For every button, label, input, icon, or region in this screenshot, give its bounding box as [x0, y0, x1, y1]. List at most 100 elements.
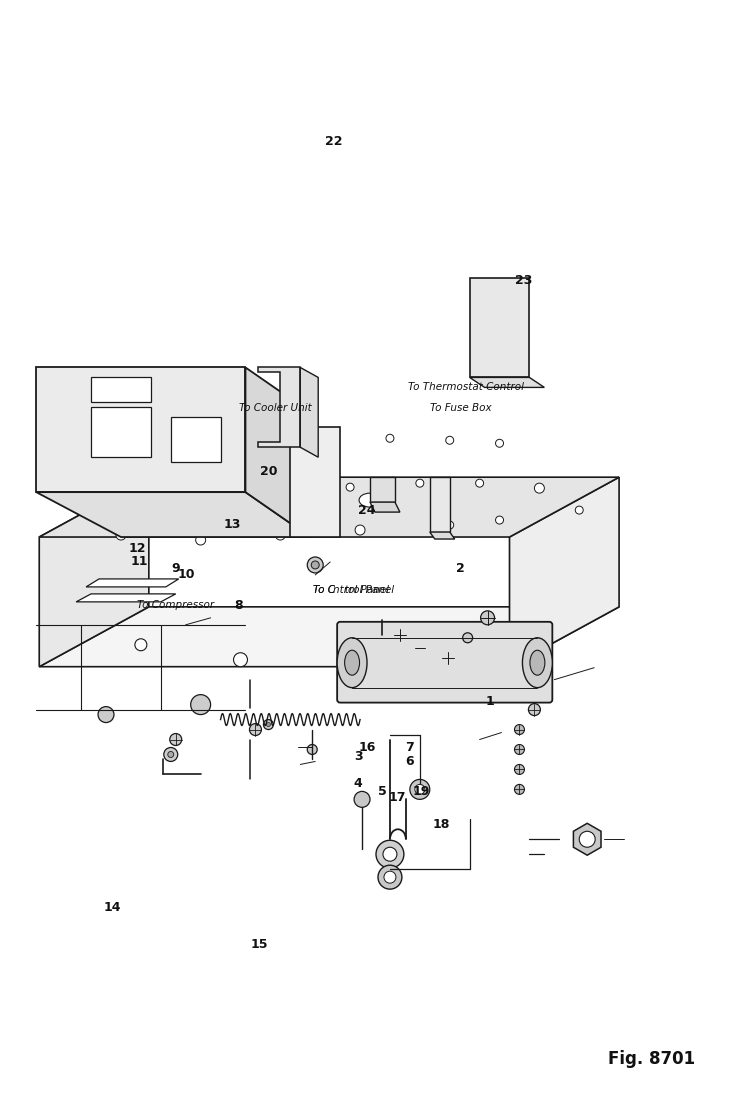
- Text: 12: 12: [128, 542, 146, 555]
- Circle shape: [443, 667, 452, 677]
- FancyBboxPatch shape: [337, 622, 552, 702]
- Circle shape: [354, 791, 370, 807]
- Text: 1: 1: [486, 695, 494, 709]
- Polygon shape: [36, 493, 310, 538]
- Text: 18: 18: [433, 817, 450, 830]
- Circle shape: [383, 847, 397, 861]
- Text: 3: 3: [354, 750, 363, 762]
- Circle shape: [346, 483, 354, 491]
- Ellipse shape: [345, 651, 360, 675]
- Circle shape: [446, 437, 454, 444]
- Circle shape: [168, 751, 174, 757]
- Circle shape: [246, 491, 255, 499]
- Text: 23: 23: [515, 274, 533, 287]
- Polygon shape: [39, 477, 149, 667]
- Text: To C: To C: [313, 585, 336, 595]
- Text: 15: 15: [250, 938, 267, 951]
- Text: Fig. 8701: Fig. 8701: [608, 1050, 695, 1068]
- Text: To Compressor: To Compressor: [137, 600, 214, 610]
- Text: To Fuse Box: To Fuse Box: [431, 404, 492, 414]
- Text: 19: 19: [412, 785, 429, 798]
- Polygon shape: [36, 367, 246, 493]
- Circle shape: [226, 451, 234, 460]
- Circle shape: [515, 784, 524, 794]
- Polygon shape: [91, 377, 151, 403]
- Polygon shape: [470, 377, 545, 387]
- Text: 9: 9: [171, 562, 180, 575]
- Polygon shape: [91, 407, 151, 457]
- Polygon shape: [370, 502, 400, 512]
- Polygon shape: [430, 532, 455, 539]
- Circle shape: [446, 669, 449, 674]
- Circle shape: [164, 747, 178, 761]
- Circle shape: [386, 434, 394, 442]
- Circle shape: [307, 745, 318, 755]
- Circle shape: [496, 439, 503, 448]
- Ellipse shape: [530, 651, 545, 675]
- Circle shape: [312, 561, 319, 569]
- Circle shape: [410, 779, 430, 800]
- Text: 7: 7: [405, 742, 414, 754]
- Polygon shape: [470, 278, 530, 377]
- Circle shape: [267, 723, 270, 726]
- Circle shape: [326, 434, 334, 442]
- Circle shape: [463, 633, 473, 643]
- Circle shape: [355, 525, 365, 535]
- Polygon shape: [430, 477, 449, 532]
- Polygon shape: [258, 367, 300, 448]
- Ellipse shape: [301, 499, 319, 511]
- Circle shape: [378, 866, 402, 890]
- Text: 17: 17: [388, 791, 406, 804]
- Polygon shape: [171, 417, 220, 462]
- Circle shape: [234, 653, 247, 667]
- Ellipse shape: [523, 637, 552, 688]
- Circle shape: [476, 479, 484, 487]
- Circle shape: [376, 840, 404, 868]
- Polygon shape: [509, 477, 619, 667]
- Polygon shape: [246, 367, 310, 538]
- Circle shape: [446, 521, 454, 529]
- Circle shape: [384, 871, 396, 883]
- Circle shape: [534, 483, 545, 494]
- Circle shape: [415, 643, 425, 653]
- Circle shape: [481, 611, 494, 625]
- Circle shape: [147, 501, 155, 509]
- Polygon shape: [39, 607, 619, 667]
- Circle shape: [496, 516, 503, 524]
- Circle shape: [378, 634, 386, 642]
- Text: 16: 16: [358, 742, 376, 754]
- Text: 20: 20: [260, 465, 277, 478]
- Circle shape: [135, 638, 147, 651]
- Circle shape: [415, 784, 425, 794]
- Circle shape: [515, 745, 524, 755]
- Text: To Thermostat Control: To Thermostat Control: [408, 382, 524, 392]
- Polygon shape: [291, 428, 340, 538]
- Ellipse shape: [359, 494, 381, 507]
- Text: 4: 4: [354, 778, 363, 790]
- Text: 6: 6: [405, 756, 414, 768]
- Polygon shape: [574, 824, 601, 856]
- Circle shape: [195, 535, 206, 545]
- Circle shape: [191, 694, 210, 714]
- Text: 11: 11: [130, 555, 148, 568]
- Circle shape: [276, 530, 285, 540]
- Circle shape: [529, 703, 540, 715]
- Circle shape: [442, 652, 454, 664]
- Circle shape: [276, 441, 285, 450]
- Polygon shape: [370, 477, 395, 502]
- Text: 8: 8: [234, 599, 243, 612]
- Circle shape: [515, 724, 524, 735]
- Text: To C   trol Panel: To C trol Panel: [313, 585, 395, 595]
- Polygon shape: [86, 579, 179, 587]
- Text: 24: 24: [358, 504, 376, 517]
- Circle shape: [264, 720, 273, 730]
- Polygon shape: [76, 593, 176, 602]
- Ellipse shape: [337, 637, 367, 688]
- Text: 22: 22: [325, 135, 342, 148]
- Circle shape: [156, 525, 166, 535]
- Circle shape: [98, 706, 114, 723]
- Circle shape: [249, 724, 261, 735]
- Text: ntrol Panel: ntrol Panel: [333, 585, 389, 595]
- Circle shape: [515, 765, 524, 774]
- Polygon shape: [39, 477, 619, 538]
